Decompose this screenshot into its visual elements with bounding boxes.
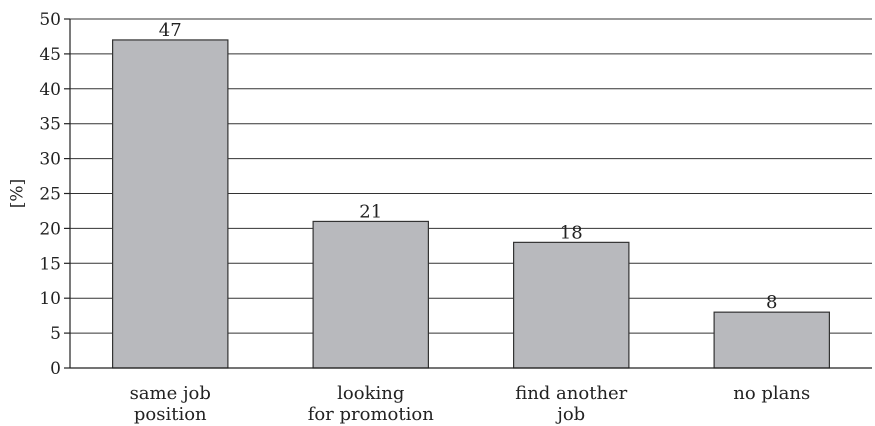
y-tick-label: 40 bbox=[39, 80, 61, 100]
x-tick-label: position bbox=[134, 404, 207, 425]
y-axis-label: [%] bbox=[8, 179, 28, 208]
bar bbox=[312, 220, 429, 369]
y-tick-label: 5 bbox=[50, 324, 61, 344]
y-tick-label: 10 bbox=[39, 289, 61, 309]
data-label: 47 bbox=[159, 20, 182, 41]
y-axis-ticks: 0 5 10 15 20 25 30 35 40 45 50 bbox=[39, 10, 70, 379]
data-label: 8 bbox=[766, 292, 777, 313]
x-tick-label: for promotion bbox=[308, 404, 435, 425]
y-tick-label: 25 bbox=[39, 185, 61, 205]
data-label: 18 bbox=[560, 222, 583, 243]
bar bbox=[713, 311, 830, 369]
data-labels: 47 21 18 8 bbox=[159, 20, 778, 313]
x-tick-label: same job bbox=[130, 383, 211, 404]
y-tick-label: 15 bbox=[39, 254, 61, 274]
y-tick-label: 50 bbox=[39, 10, 61, 30]
y-tick-label: 35 bbox=[39, 115, 61, 135]
bar bbox=[513, 241, 630, 369]
y-tick-label: 45 bbox=[39, 45, 61, 65]
x-tick-label: job bbox=[555, 404, 585, 425]
y-tick-label: 30 bbox=[39, 150, 61, 170]
x-tick-label: no plans bbox=[733, 383, 810, 404]
bar bbox=[112, 39, 229, 369]
x-tick-label: looking bbox=[337, 383, 404, 404]
data-label: 21 bbox=[359, 201, 382, 222]
y-tick-label: 0 bbox=[50, 359, 61, 379]
x-tick-label: find another bbox=[515, 383, 627, 404]
bars bbox=[112, 39, 830, 369]
y-tick-label: 20 bbox=[39, 219, 61, 239]
